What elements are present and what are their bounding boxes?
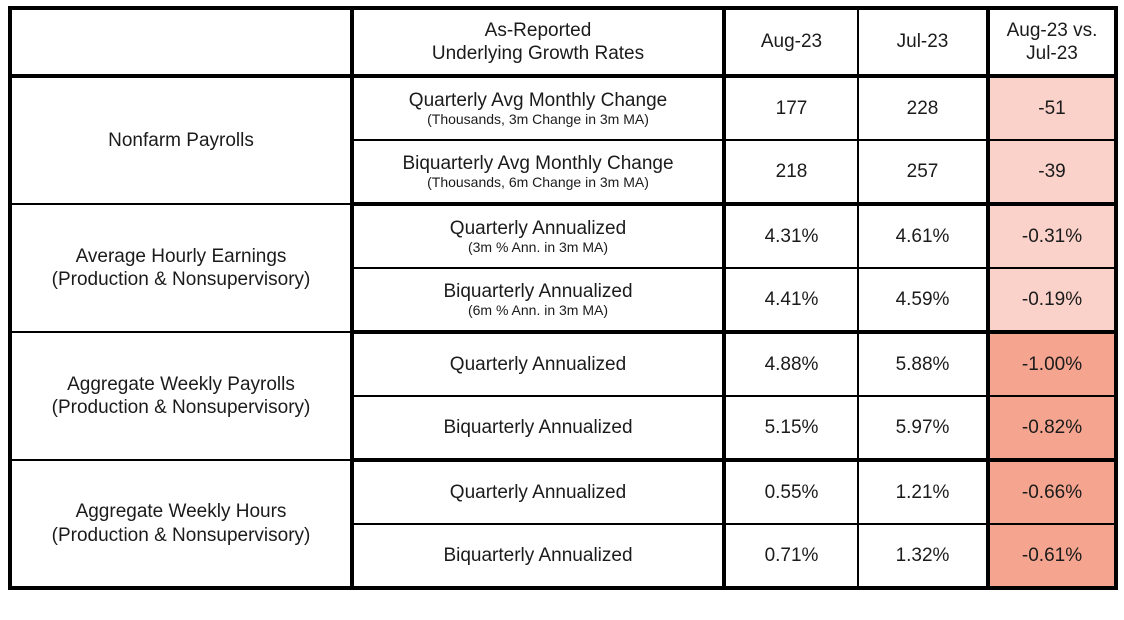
cell-delta-value: -0.31% xyxy=(987,203,1117,269)
growth-rates-table: As-Reported Underlying Growth Rates Aug-… xyxy=(8,6,1118,590)
table-row: Nonfarm Payrolls Quarterly Avg Monthly C… xyxy=(9,75,1117,205)
cell-delta-value: -51 xyxy=(987,75,1117,141)
cell-aug23-value: 0.55% xyxy=(723,459,859,525)
header-delta-cell: Aug-23 vs. Jul-23 xyxy=(987,6,1117,78)
cell-aug23-value: 0.71% xyxy=(723,523,859,589)
table-row: Biquarterly Annualized (6m % Ann. in 3m … xyxy=(10,267,1117,334)
cell-aug23-value: 4.31% xyxy=(723,203,859,269)
cell-jul23-value: 1.21% xyxy=(857,459,990,525)
table-header-row: As-Reported Underlying Growth Rates Aug-… xyxy=(9,6,1117,78)
cell-aug23-value: 4.88% xyxy=(723,331,859,397)
cell-jul23-value: 257 xyxy=(857,139,990,206)
table-row: Aggregate Weekly Hours (Production & Non… xyxy=(9,459,1117,589)
measure-cell: Quarterly Annualized xyxy=(351,459,726,525)
cell-delta-value: -0.19% xyxy=(987,267,1117,334)
measure-cell: Quarterly Annualized (3m % Ann. in 3m MA… xyxy=(351,203,726,269)
measure-cell: Biquarterly Annualized xyxy=(351,395,726,462)
header-delta-line1: Aug-23 vs. xyxy=(1006,19,1098,41)
header-jul23: Jul-23 xyxy=(857,6,990,78)
cell-aug23-value: 218 xyxy=(723,139,859,206)
cell-delta-value: -0.66% xyxy=(987,459,1117,525)
header-aug23: Aug-23 xyxy=(723,6,859,78)
cell-jul23-value: 5.88% xyxy=(857,331,990,397)
measure-cell: Quarterly Annualized xyxy=(351,331,726,397)
table-row: Average Hourly Earnings (Production & No… xyxy=(9,203,1117,333)
cell-delta-value: -1.00% xyxy=(987,331,1117,397)
group-label-aggregate-weekly-payrolls: Aggregate Weekly Payrolls (Production & … xyxy=(9,331,354,461)
cell-delta-value: -39 xyxy=(987,139,1117,206)
cell-jul23-value: 5.97% xyxy=(857,395,990,462)
cell-jul23-value: 4.59% xyxy=(857,267,990,334)
group-label-aggregate-weekly-hours: Aggregate Weekly Hours (Production & Non… xyxy=(9,459,354,589)
table-row: Aggregate Weekly Payrolls (Production & … xyxy=(9,331,1117,461)
header-title-line1: As-Reported xyxy=(484,19,592,41)
cell-delta-value: -0.82% xyxy=(987,395,1117,462)
group-label-nonfarm-payrolls: Nonfarm Payrolls xyxy=(9,75,354,205)
measure-cell: Biquarterly Avg Monthly Change (Thousand… xyxy=(351,139,726,206)
table-row: Biquarterly Annualized 5.15% 5.97% -0.82… xyxy=(10,395,1117,462)
header-delta-line2: Jul-23 xyxy=(1026,43,1078,64)
corner-empty-cell xyxy=(9,6,354,78)
header-title-cell: As-Reported Underlying Growth Rates xyxy=(351,6,726,78)
cell-jul23-value: 1.32% xyxy=(857,523,990,589)
measure-cell: Biquarterly Annualized xyxy=(351,523,726,589)
table-row: Biquarterly Avg Monthly Change (Thousand… xyxy=(10,139,1117,206)
group-label-average-hourly-earnings: Average Hourly Earnings (Production & No… xyxy=(9,203,354,333)
measure-cell: Quarterly Avg Monthly Change (Thousands,… xyxy=(351,75,726,141)
header-title-line2: Underlying Growth Rates xyxy=(431,43,645,64)
cell-jul23-value: 4.61% xyxy=(857,203,990,269)
cell-aug23-value: 5.15% xyxy=(723,395,859,462)
cell-aug23-value: 4.41% xyxy=(723,267,859,334)
cell-jul23-value: 228 xyxy=(857,75,990,141)
measure-cell: Biquarterly Annualized (6m % Ann. in 3m … xyxy=(351,267,726,334)
cell-delta-value: -0.61% xyxy=(987,523,1117,589)
cell-aug23-value: 177 xyxy=(723,75,859,141)
table-row: Biquarterly Annualized 0.71% 1.32% -0.61… xyxy=(10,523,1117,589)
